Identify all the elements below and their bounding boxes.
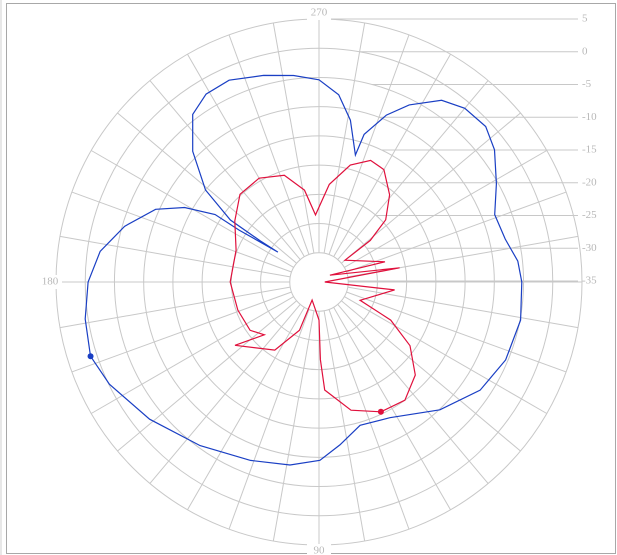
ring: [84, 47, 554, 517]
frame: [6, 3, 616, 554]
series-line: [84, 74, 523, 466]
theta-tick-label: 180: [42, 276, 59, 288]
r-tick-label: -5: [582, 78, 592, 90]
theta-tick-label: 90: [314, 545, 326, 555]
r-tick-label: -25: [582, 209, 597, 221]
r-tick-label: -30: [582, 242, 597, 254]
theta-label-bg: [307, 6, 331, 20]
ring: [113, 76, 525, 488]
r-tick-label: -10: [582, 111, 597, 123]
series-line: [229, 159, 416, 413]
ring: [143, 106, 495, 458]
theta-label-bg: [38, 275, 62, 289]
marker: [377, 408, 384, 415]
ring: [260, 223, 378, 341]
r-tick-label: 5: [582, 13, 588, 25]
ring: [230, 193, 408, 371]
ring: [289, 252, 349, 312]
marker: [87, 353, 94, 360]
ring: [201, 164, 437, 400]
theta-tick-label: 270: [311, 7, 328, 19]
theta-label-bg: [307, 544, 331, 555]
r-tick-label: -35: [582, 275, 597, 287]
r-tick-label: -15: [582, 144, 597, 156]
r-tick-label: -20: [582, 176, 597, 188]
ring: [172, 135, 466, 429]
r-tick-label: 0: [582, 45, 588, 57]
